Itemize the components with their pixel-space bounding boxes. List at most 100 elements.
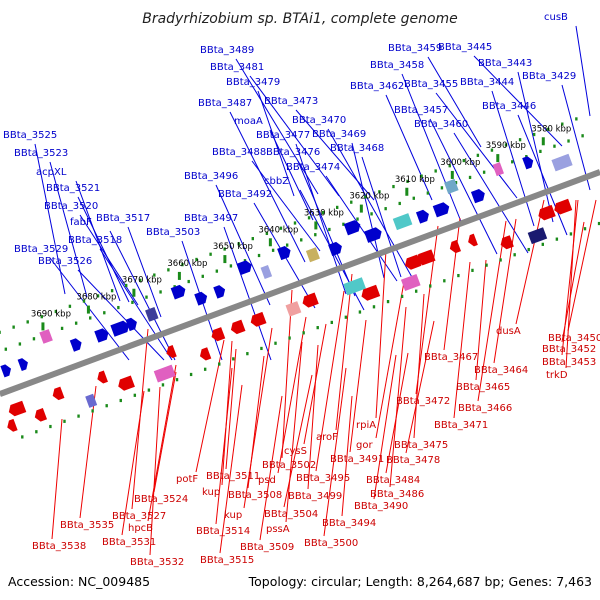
kbp-tick-mark bbox=[86, 305, 90, 314]
forward-gene-arrow bbox=[170, 284, 186, 300]
dot-track-inner-top bbox=[229, 264, 233, 268]
leader-line-bottom bbox=[153, 371, 177, 493]
dot-track-bottom bbox=[555, 237, 559, 241]
leader-line-bottom bbox=[413, 293, 425, 439]
dot-track-bottom bbox=[288, 336, 291, 340]
dot-track-outer-top bbox=[181, 263, 184, 267]
reverse-gene-arrow bbox=[361, 284, 381, 301]
dot-track-bottom bbox=[597, 221, 600, 226]
reverse-gene-arrow bbox=[8, 400, 27, 417]
kbp-dot-tracks bbox=[0, 117, 600, 439]
forward-gene-box bbox=[260, 265, 273, 279]
reverse-gene-arrow bbox=[250, 311, 267, 327]
leader-line-top bbox=[517, 71, 554, 223]
dot-track-bottom bbox=[358, 310, 362, 314]
gene-label-top: BBta_3492 bbox=[218, 189, 272, 200]
leader-line-bottom bbox=[415, 225, 439, 395]
leader-line-top bbox=[517, 114, 568, 236]
reverse-gene-arrow bbox=[468, 233, 478, 247]
gene-label-top: moaA bbox=[234, 116, 263, 127]
gene-label-top: BBta_3503 bbox=[146, 227, 200, 238]
gene-label-top: BBta_3468 bbox=[330, 143, 384, 154]
kbp-tick-mark bbox=[223, 255, 227, 264]
leader-line-top bbox=[401, 73, 463, 225]
dot-track-inner-top bbox=[285, 243, 289, 247]
gene-label-bottom: trkD bbox=[546, 370, 568, 381]
leader-line-top bbox=[429, 118, 498, 255]
kbp-tick-label: 3600 kbp bbox=[440, 158, 480, 168]
gene-label-top: BBta_3462 bbox=[350, 81, 404, 92]
leader-line-top bbox=[473, 55, 563, 147]
dot-track-outer-top bbox=[575, 117, 578, 121]
dot-track-bottom bbox=[583, 227, 587, 231]
dot-track-bottom bbox=[527, 247, 530, 252]
leader-line-bottom bbox=[79, 385, 97, 519]
dot-track-outer-top bbox=[350, 200, 353, 204]
dot-track-bottom bbox=[414, 289, 418, 293]
kbp-tick-label: 3670 kbp bbox=[122, 276, 162, 286]
kbp-tick-mark bbox=[359, 204, 363, 213]
gene-label-bottom: BBta_3515 bbox=[200, 555, 254, 566]
reverse-gene-arrow bbox=[449, 239, 462, 254]
forward-gene-arrow bbox=[432, 202, 450, 218]
dot-track-outer-top bbox=[518, 138, 522, 142]
gene-label-bottom: kup bbox=[224, 510, 242, 521]
gene-label-bottom: BBta_3475 bbox=[394, 440, 448, 451]
dot-track-bottom bbox=[189, 372, 193, 377]
forward-gene-arrow bbox=[470, 189, 485, 204]
gene-label-top: BBta_3444 bbox=[460, 77, 514, 88]
reverse-gene-arrow bbox=[416, 249, 436, 266]
leader-line-bottom bbox=[315, 290, 345, 472]
gene-label-top: BBta_3446 bbox=[482, 101, 536, 112]
gene-label-bottom: BBta_3490 bbox=[354, 501, 408, 512]
dot-track-inner-top bbox=[567, 139, 570, 143]
dot-track-inner-top bbox=[159, 290, 162, 294]
leader-line-top bbox=[427, 56, 482, 148]
topology-text: Topology: circular; Length: 8,264,687 bp… bbox=[248, 574, 592, 589]
gene-label-bottom: BBta_3499 bbox=[288, 491, 342, 502]
dot-track-inner-top bbox=[89, 316, 92, 320]
gene-label-top: BBta_3525 bbox=[3, 130, 57, 141]
forward-gene-arrow bbox=[0, 364, 12, 378]
dot-track-outer-top bbox=[532, 132, 536, 137]
dot-track-outer-top bbox=[195, 257, 198, 262]
kbp-tick-mark bbox=[405, 187, 409, 196]
dot-track-outer-top bbox=[153, 273, 156, 277]
dot-track-inner-top bbox=[271, 248, 275, 252]
reverse-gene-arrow bbox=[34, 407, 48, 422]
genome-backbone bbox=[0, 169, 600, 397]
gene-label-top: BBta_3470 bbox=[292, 115, 346, 126]
dot-track-bottom bbox=[485, 263, 488, 267]
forward-gene-arrow bbox=[363, 227, 382, 243]
forward-gene-box bbox=[392, 213, 413, 231]
dot-track-bottom bbox=[274, 341, 277, 345]
dot-track-inner-top bbox=[426, 191, 430, 195]
leader-line-top bbox=[215, 184, 271, 306]
reverse-gene-arrow bbox=[554, 198, 573, 215]
kbp-tick-label: 3610 kbp bbox=[395, 175, 435, 185]
dot-track-inner-top bbox=[201, 274, 204, 278]
leader-line-bottom bbox=[405, 320, 435, 454]
gene-label-bottom: BBta_3504 bbox=[264, 509, 318, 520]
dot-track-bottom bbox=[35, 430, 38, 434]
leader-line-bottom bbox=[385, 352, 409, 474]
dot-track-bottom bbox=[344, 315, 348, 319]
gene-labels: BBta_3525 BBta_3523 acpXL BBta_3521 BBta_352… bbox=[3, 12, 600, 568]
forward-gene-arrow bbox=[125, 317, 137, 332]
dot-track-bottom bbox=[429, 284, 432, 288]
gene-label-top: BBta_3473 bbox=[264, 96, 318, 107]
map-title: Bradyrhizobium sp. BTAi1, complete genom… bbox=[142, 11, 458, 27]
gene-label-bottom: psd bbox=[258, 475, 276, 486]
leader-line-top bbox=[435, 92, 518, 199]
dot-track-bottom bbox=[302, 331, 305, 335]
dot-track-inner-top bbox=[525, 155, 528, 159]
forward-gene-arrow bbox=[110, 320, 130, 337]
gene-label-bottom: BBta_3465 bbox=[456, 382, 510, 393]
gene-label-bottom: BBta_3514 bbox=[196, 526, 250, 537]
gene-label-bottom: dusA bbox=[496, 326, 521, 337]
kbp-tick-mark bbox=[177, 271, 181, 280]
dot-track-bottom bbox=[330, 320, 333, 325]
forward-gene-arrow bbox=[236, 260, 252, 276]
gene-label-top: BBta_3457 bbox=[394, 105, 448, 116]
